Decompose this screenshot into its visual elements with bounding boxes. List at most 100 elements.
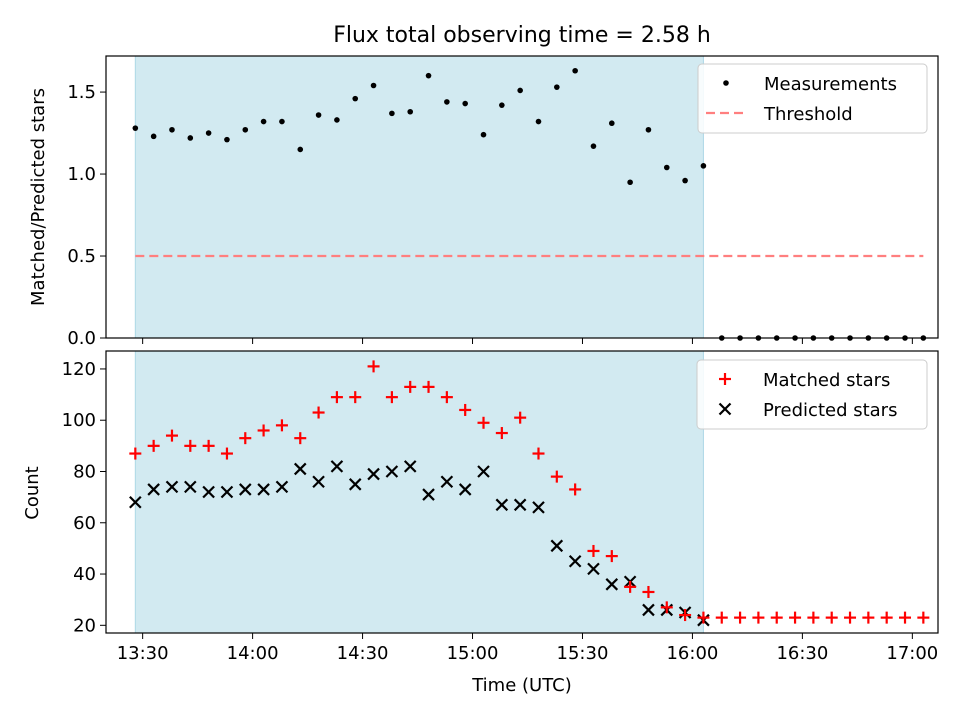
top-y-tick-label: 0.5 xyxy=(67,246,96,267)
x-stroke-b xyxy=(275,480,289,494)
top-y-tick-label: 1.5 xyxy=(67,82,96,103)
predicted-point xyxy=(330,460,344,473)
measurement-point xyxy=(682,177,688,184)
x-stroke-b xyxy=(605,578,619,591)
x-tick-label: 14:30 xyxy=(337,643,389,664)
measurement-point xyxy=(554,84,560,90)
predicted-point xyxy=(385,465,399,478)
matched-point xyxy=(220,447,233,460)
x-stroke-b xyxy=(220,485,234,499)
bottom-legend-label: Matched stars xyxy=(763,370,890,391)
bottom-observing-span xyxy=(135,351,704,633)
bottom-legend-label: Predicted stars xyxy=(763,400,897,421)
matched-point xyxy=(807,611,820,624)
matched-point xyxy=(825,611,838,624)
predicted-point xyxy=(184,480,197,494)
bottom-legend-frame xyxy=(696,359,928,430)
measurement-point xyxy=(370,82,377,89)
matched-point xyxy=(202,439,215,452)
measurement-point xyxy=(205,130,212,136)
measurement-point xyxy=(150,133,157,140)
predicted-point xyxy=(348,478,362,491)
x-stroke-b xyxy=(513,498,527,512)
x-tick-label: 17:00 xyxy=(886,643,938,664)
measurement-point xyxy=(627,179,633,186)
x-tick-label: 15:00 xyxy=(447,643,499,664)
matched-point xyxy=(752,611,765,624)
matched-point xyxy=(477,416,490,429)
legend-dot-marker xyxy=(723,80,729,86)
x-stroke-b xyxy=(165,480,179,494)
measurement-point xyxy=(517,87,523,94)
predicted-point xyxy=(605,578,619,591)
x-stroke-b xyxy=(312,475,325,489)
x-stroke-b xyxy=(477,465,490,478)
legend-x-marker xyxy=(718,402,732,416)
matched-point xyxy=(880,611,893,624)
measurement-point xyxy=(260,118,267,125)
matched-point xyxy=(440,391,453,404)
figure-title: Flux total observing time = 2.58 h xyxy=(333,23,711,48)
x-tick-label: 14:00 xyxy=(227,643,279,664)
matched-point xyxy=(624,580,637,593)
matched-point xyxy=(660,601,673,614)
matched-point xyxy=(642,585,655,598)
x-stroke-b xyxy=(642,603,655,617)
matched-point xyxy=(184,439,197,452)
measurement-point xyxy=(499,102,505,108)
x-stroke-b xyxy=(147,483,160,496)
matched-point xyxy=(514,411,527,424)
x-stroke-b xyxy=(495,498,509,512)
predicted-point xyxy=(477,465,490,478)
x-tick-label: 15:30 xyxy=(557,643,609,664)
predicted-point xyxy=(202,485,215,499)
x-stroke-b xyxy=(532,501,545,514)
top-panel-ratio: 0.0 0.5 1.0 1.5 Measurements Threshold xyxy=(67,55,939,349)
matched-point xyxy=(734,611,747,624)
matched-point xyxy=(367,360,380,373)
bottom-y-tick-label: 120 xyxy=(62,359,96,380)
measurement-point xyxy=(132,125,139,131)
predicted-point xyxy=(147,483,160,496)
matched-point xyxy=(569,483,582,496)
x-stroke-b xyxy=(238,483,252,496)
measurement-point xyxy=(389,110,395,117)
predicted-point xyxy=(568,554,582,568)
matched-point xyxy=(899,611,912,624)
matched-point xyxy=(697,611,710,624)
bottom-y-tick-label: 60 xyxy=(73,513,96,534)
matched-point xyxy=(679,609,692,622)
x-stroke-b xyxy=(568,554,582,568)
matched-point xyxy=(770,611,783,624)
matched-point xyxy=(844,611,857,624)
matched-point xyxy=(404,380,417,393)
x-stroke-b xyxy=(367,467,380,481)
x-stroke-b xyxy=(440,475,454,489)
predicted-point xyxy=(312,475,325,489)
measurement-point xyxy=(407,108,414,115)
measurement-point xyxy=(572,67,578,74)
x-stroke-b xyxy=(422,488,435,501)
bottom-legend: Matched stars Predicted stars xyxy=(696,359,928,430)
matched-point xyxy=(239,432,252,445)
x-stroke-b xyxy=(458,483,472,496)
matched-point xyxy=(147,439,160,452)
matched-point xyxy=(789,611,802,624)
measurement-point xyxy=(462,100,468,107)
x-stroke-b xyxy=(348,478,362,491)
measurement-point xyxy=(187,135,194,141)
matched-point xyxy=(165,429,178,442)
measurement-point xyxy=(535,118,542,125)
measurement-point xyxy=(480,131,487,138)
measurement-point xyxy=(608,120,615,127)
measurement-point xyxy=(352,95,359,102)
predicted-point xyxy=(495,498,509,512)
matched-point xyxy=(275,419,288,432)
x-stroke-b xyxy=(718,402,732,416)
x-axis-label: Time (UTC) xyxy=(471,675,572,696)
measurement-point xyxy=(590,143,597,149)
measurement-point xyxy=(297,146,304,153)
matched-point xyxy=(349,391,362,404)
x-stroke-b xyxy=(293,462,307,476)
